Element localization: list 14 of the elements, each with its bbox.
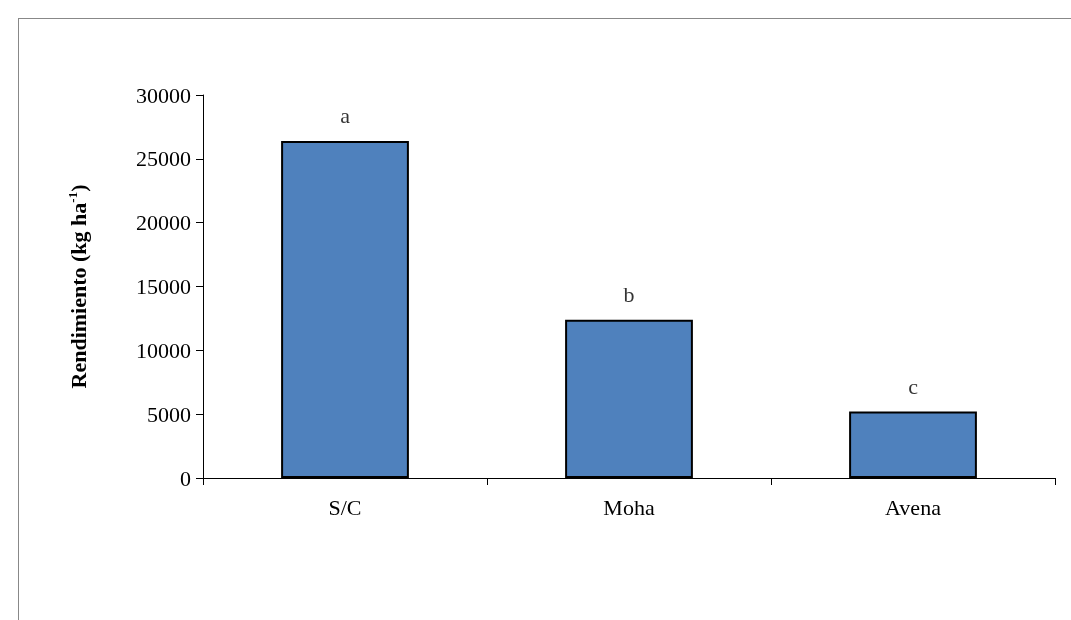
x-tick-label: Avena bbox=[885, 494, 942, 520]
annotation: a bbox=[340, 103, 351, 129]
y-tick-label: 15000 bbox=[136, 274, 191, 299]
y-tick-label: 25000 bbox=[136, 146, 191, 172]
y-tick-label: 30000 bbox=[136, 82, 191, 108]
annotation: b bbox=[623, 282, 635, 308]
y-axis-title: Rendimiento (kg ha-1) bbox=[65, 184, 91, 389]
y-tick-label: 20000 bbox=[136, 210, 191, 236]
y-tick-label: 5000 bbox=[147, 401, 191, 427]
x-tick-label: S/C bbox=[328, 494, 362, 520]
annotation: c bbox=[908, 374, 919, 400]
y-tick-label: 10000 bbox=[136, 337, 191, 363]
y-tick-label: 0 bbox=[180, 465, 191, 491]
x-tick-label: Moha bbox=[603, 494, 655, 520]
